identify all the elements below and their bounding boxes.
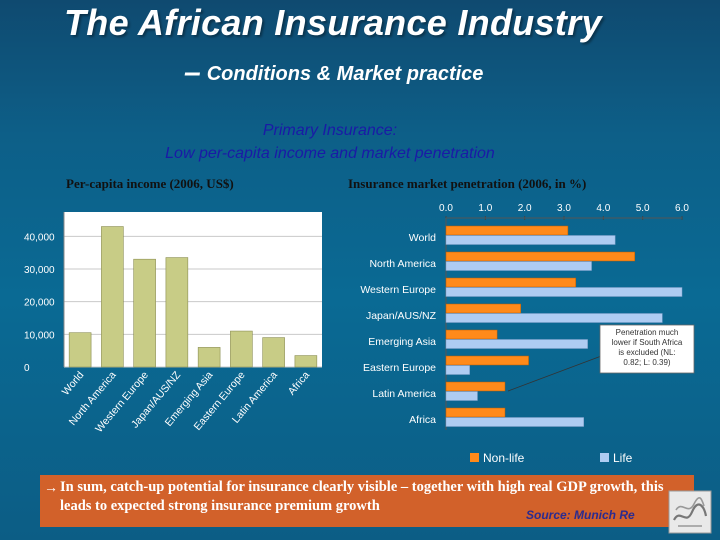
arrow-right-icon: → xyxy=(44,479,58,495)
summary-text: In sum, catch-up potential for insurance… xyxy=(60,479,664,514)
income-ytick-label: 0 xyxy=(24,363,30,374)
penetration-category-label: Africa xyxy=(409,414,436,426)
penetration-category-label: World xyxy=(409,232,436,244)
slide-title: The African Insurance Industry xyxy=(64,2,602,43)
penetration-xtick-label: 2.0 xyxy=(518,203,532,214)
penetration-xtick-label: 1.0 xyxy=(478,203,492,214)
primary-insurance-subheading: Low per-capita income and market penetra… xyxy=(165,145,495,162)
life-bar xyxy=(445,261,592,271)
life-bar xyxy=(445,287,683,297)
annotation-line: 0.82; L: 0.39) xyxy=(623,358,670,367)
non-life-bar xyxy=(445,225,569,236)
penetration-chart-title: Insurance market penetration (2006, in %… xyxy=(348,176,587,191)
non-life-bar xyxy=(445,277,577,288)
penetration-xtick-label: 6.0 xyxy=(675,203,689,214)
annotation-pointer xyxy=(507,354,605,392)
income-bar xyxy=(294,355,318,368)
slide-subtitle: – Conditions & Market practice xyxy=(184,56,483,90)
annotation-line: Penetration much xyxy=(616,328,679,337)
life-bar xyxy=(445,339,588,349)
income-ytick-label: 10,000 xyxy=(24,330,55,341)
munich-re-logo-icon xyxy=(668,490,712,534)
source-label: Source: Munich Re xyxy=(526,508,635,522)
income-ytick-label: 40,000 xyxy=(24,232,55,243)
annotation-line: is excluded (NL: xyxy=(618,348,675,357)
primary-insurance-heading: Primary Insurance: xyxy=(262,122,398,139)
penetration-xtick-label: 3.0 xyxy=(557,203,571,214)
life-bar xyxy=(445,365,470,375)
summary-box xyxy=(40,475,694,527)
penetration-category-label: Eastern Europe xyxy=(363,362,436,374)
income-bar xyxy=(262,337,285,368)
penetration-category-label: Latin America xyxy=(372,388,436,400)
income-bar xyxy=(230,330,253,368)
legend-swatch-non-life xyxy=(470,453,479,462)
income-bar xyxy=(197,347,221,368)
subtitle-text: Conditions & Market practice xyxy=(206,63,484,85)
non-life-bar xyxy=(445,329,498,340)
non-life-bar xyxy=(445,355,529,366)
life-bar xyxy=(445,391,478,401)
legend-label: Non-life xyxy=(483,451,525,465)
income-ytick-label: 20,000 xyxy=(24,298,55,309)
penetration-category-label: North America xyxy=(369,258,436,270)
penetration-xtick-label: 4.0 xyxy=(596,203,610,214)
income-ytick-label: 30,000 xyxy=(24,265,55,276)
income-chart-title: Per-capita income (2006, US$) xyxy=(66,176,234,191)
life-bar xyxy=(445,417,584,427)
subtitle-dash: – xyxy=(184,56,201,89)
penetration-category-label: Japan/AUS/NZ xyxy=(366,310,437,322)
life-bar xyxy=(445,313,663,323)
income-bar xyxy=(165,257,189,368)
legend-swatch-life xyxy=(600,453,609,462)
non-life-bar xyxy=(445,407,506,418)
penetration-category-label: Western Europe xyxy=(360,284,436,296)
non-life-bar xyxy=(445,251,636,262)
life-bar xyxy=(445,235,616,245)
legend-label: Life xyxy=(613,451,633,465)
income-bar xyxy=(133,258,156,368)
income-bar xyxy=(68,332,92,368)
annotation-text: Penetration much lower if South Africa is … xyxy=(612,328,683,367)
income-bar xyxy=(101,226,124,368)
non-life-bar xyxy=(445,381,506,392)
penetration-xtick-label: 0.0 xyxy=(439,203,453,214)
penetration-xtick-label: 5.0 xyxy=(636,203,650,214)
penetration-category-label: Emerging Asia xyxy=(368,336,436,348)
annotation-box xyxy=(599,324,695,374)
annotation-line: lower if South Africa xyxy=(612,338,683,347)
non-life-bar xyxy=(445,303,521,314)
